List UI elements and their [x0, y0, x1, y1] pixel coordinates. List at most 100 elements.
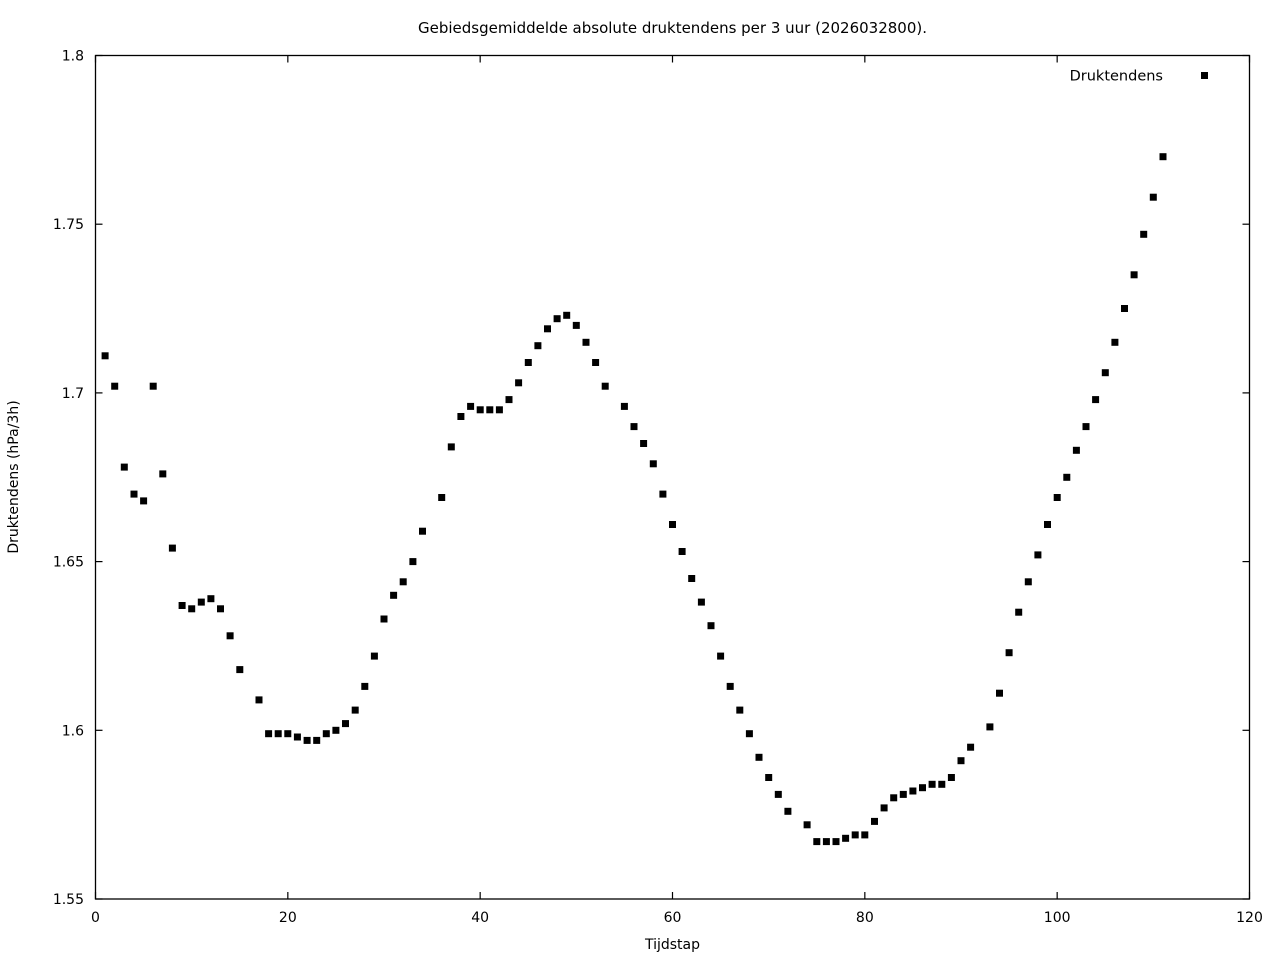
data-point — [1005, 649, 1013, 657]
data-point — [419, 527, 426, 535]
data-point — [130, 490, 138, 498]
data-point — [755, 753, 763, 761]
data-point — [630, 423, 638, 431]
data-point — [544, 325, 551, 333]
data-point — [1159, 153, 1167, 161]
data-point — [765, 774, 773, 781]
data-point — [1101, 369, 1109, 377]
data-point — [1111, 338, 1119, 346]
data-point — [678, 548, 686, 555]
data-point — [582, 338, 590, 346]
data-point — [361, 682, 369, 690]
data-point — [851, 831, 859, 839]
y-axis-label: Druktendens (hPa/3h) — [6, 400, 22, 553]
data-points — [101, 153, 1167, 846]
data-point — [659, 490, 667, 498]
data-point — [880, 804, 888, 812]
data-point — [563, 311, 571, 319]
data-point — [486, 406, 494, 414]
data-point — [495, 406, 503, 414]
data-point — [313, 736, 321, 744]
data-point — [255, 696, 263, 704]
plot-border — [94, 54, 1251, 900]
data-point — [1015, 608, 1023, 616]
data-point — [899, 790, 907, 798]
data-point — [1082, 423, 1090, 431]
data-point — [476, 406, 484, 414]
data-point — [380, 615, 388, 623]
data-point — [1063, 473, 1071, 481]
data-point — [909, 787, 917, 795]
data-point — [649, 460, 657, 468]
x-tick-label: 0 — [91, 910, 100, 926]
data-point — [842, 834, 850, 842]
data-point — [1149, 193, 1157, 201]
data-point — [188, 605, 196, 613]
data-point — [207, 595, 215, 603]
data-point — [505, 396, 513, 404]
data-point — [707, 622, 715, 630]
data-point — [726, 682, 734, 690]
data-point — [178, 602, 186, 609]
data-point — [957, 757, 965, 765]
data-point — [342, 720, 349, 728]
data-point — [467, 402, 475, 410]
data-point — [871, 817, 878, 825]
x-tick-label: 20 — [279, 910, 297, 926]
data-point — [986, 723, 994, 731]
data-point — [813, 838, 821, 846]
data-point — [938, 780, 946, 788]
data-point — [149, 382, 157, 390]
data-point — [697, 598, 705, 606]
data-point — [226, 632, 234, 640]
y-tick-label: 1.55 — [53, 892, 84, 908]
data-point — [592, 359, 600, 366]
data-point — [524, 359, 532, 366]
data-point — [303, 736, 311, 744]
data-point — [322, 730, 330, 738]
x-tick-label: 80 — [856, 910, 874, 926]
data-point — [688, 575, 696, 582]
data-point — [101, 352, 109, 360]
data-point — [168, 544, 176, 552]
data-point — [457, 413, 465, 420]
data-point — [159, 470, 167, 478]
data-point — [1121, 305, 1128, 312]
data-point — [447, 443, 455, 451]
data-point — [1092, 396, 1100, 404]
data-point — [274, 730, 282, 738]
data-point — [890, 794, 898, 802]
x-tick-label: 40 — [471, 910, 489, 926]
data-point — [861, 831, 869, 839]
legend-marker-square-icon — [1201, 72, 1208, 79]
data-point — [784, 807, 792, 815]
data-point — [370, 652, 378, 660]
data-point — [803, 821, 811, 829]
data-point — [351, 706, 359, 714]
data-point — [553, 315, 561, 323]
data-point — [534, 342, 542, 350]
data-point — [515, 379, 523, 387]
data-point — [919, 784, 926, 792]
y-tick-label: 1.7 — [62, 386, 84, 402]
data-point — [332, 726, 340, 734]
data-point — [236, 666, 244, 674]
data-point — [1130, 271, 1138, 279]
data-point — [1034, 551, 1042, 559]
axis-ticks — [94, 54, 1251, 900]
data-point — [111, 382, 119, 390]
data-point — [1024, 578, 1032, 586]
y-tick-label: 1.65 — [53, 555, 84, 571]
data-point — [640, 440, 648, 447]
data-point — [1044, 521, 1051, 528]
x-tick-label: 120 — [1236, 910, 1263, 926]
data-point — [399, 578, 407, 586]
data-point — [832, 838, 840, 846]
y-tick-label: 1.6 — [62, 723, 84, 739]
y-tick-label: 1.75 — [53, 217, 84, 233]
data-point — [390, 591, 398, 599]
data-point — [947, 774, 955, 781]
chart-title: Gebiedsgemiddelde absolute druktendens p… — [418, 19, 927, 37]
data-point — [265, 730, 273, 738]
